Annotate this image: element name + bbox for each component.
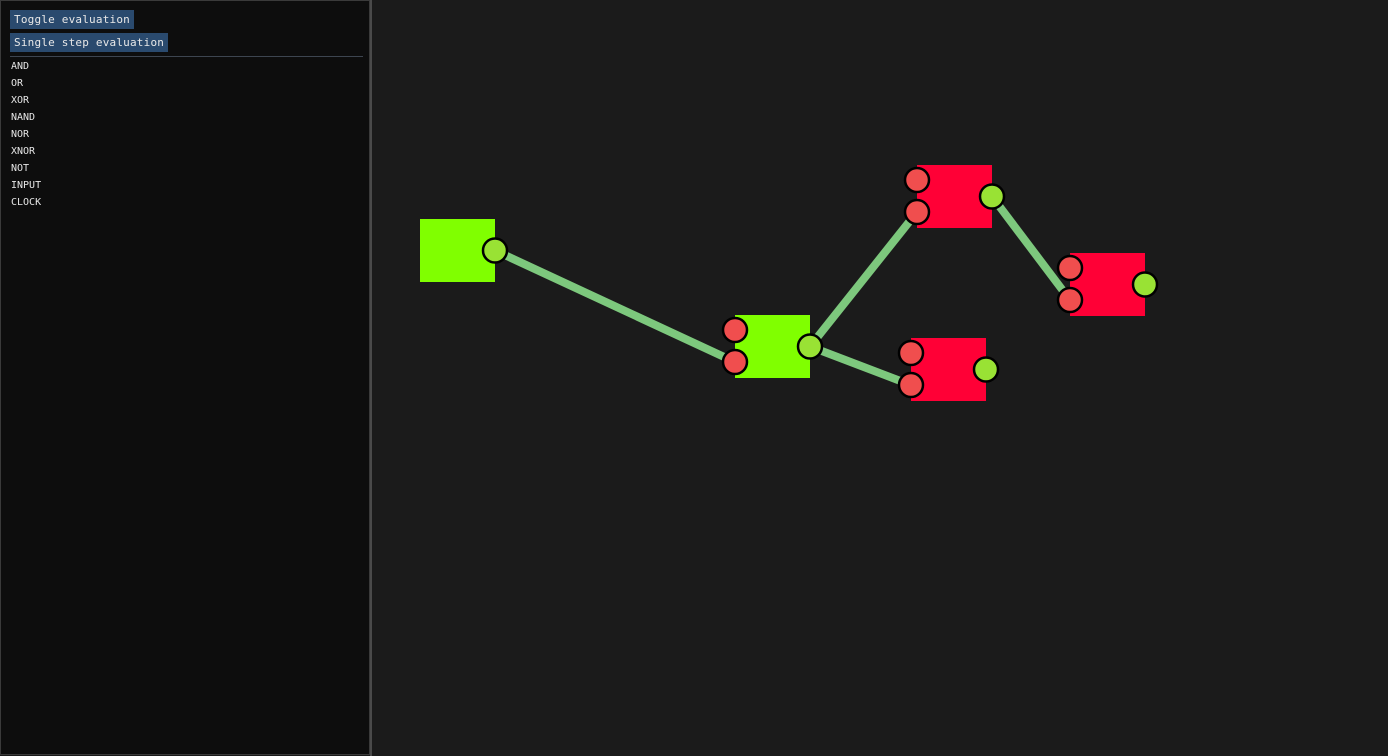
gate-node-n1[interactable] (420, 219, 509, 282)
wire-n2-n3[interactable] (806, 209, 921, 349)
panel-divider[interactable] (370, 0, 372, 756)
output-pin[interactable] (1131, 271, 1159, 298)
sidebar-panel: Toggle evaluation Single step evaluation… (0, 0, 370, 755)
gate-type-list: AND OR XOR NAND NOR XNOR NOT INPUT CLOCK (11, 60, 41, 213)
wires-layer (493, 194, 1074, 389)
input-pin[interactable] (903, 166, 931, 194)
gate-item-nand[interactable]: NAND (11, 112, 36, 123)
gate-item-or[interactable]: OR (11, 78, 24, 89)
gate-item-and[interactable]: AND (11, 61, 30, 72)
input-pin[interactable] (897, 339, 925, 367)
gate-item-nor[interactable]: NOR (11, 129, 30, 140)
gate-item-not[interactable]: NOT (11, 163, 30, 174)
output-pin[interactable] (481, 237, 509, 264)
wire-n2-n4[interactable] (808, 342, 913, 389)
output-pin[interactable] (978, 183, 1006, 210)
gate-node-n3[interactable] (903, 165, 1006, 228)
wire-n1-n2[interactable] (493, 246, 737, 366)
input-pin[interactable] (1056, 254, 1084, 282)
input-pin[interactable] (1056, 286, 1084, 314)
gate-item-xnor[interactable]: XNOR (11, 146, 36, 157)
gate-node-n5[interactable] (1056, 253, 1159, 316)
input-pin[interactable] (721, 348, 749, 376)
toggle-evaluation-button[interactable]: Toggle evaluation (10, 10, 134, 29)
gate-node-n2[interactable] (721, 315, 824, 378)
gate-item-input[interactable]: INPUT (11, 180, 42, 191)
gate-node-n4[interactable] (897, 338, 1000, 401)
circuit-canvas[interactable] (372, 0, 1388, 756)
output-pin[interactable] (972, 356, 1000, 383)
gate-item-xor[interactable]: XOR (11, 95, 30, 106)
input-pin[interactable] (721, 316, 749, 344)
wire-n3-n5[interactable] (988, 194, 1074, 303)
gate-item-clock[interactable]: CLOCK (11, 197, 42, 208)
output-pin[interactable] (796, 333, 824, 360)
input-pin[interactable] (903, 198, 931, 226)
single-step-evaluation-button[interactable]: Single step evaluation (10, 33, 169, 52)
input-pin[interactable] (897, 371, 925, 399)
separator (10, 56, 363, 57)
